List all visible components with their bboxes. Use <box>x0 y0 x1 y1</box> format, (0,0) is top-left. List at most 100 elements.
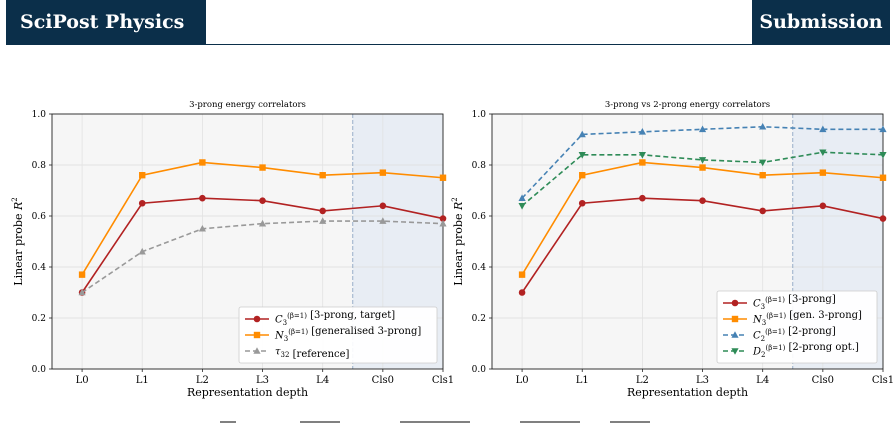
data-point <box>698 125 707 133</box>
legend-swatch-marker <box>253 331 261 339</box>
x-tick-label: L3 <box>256 375 269 386</box>
data-point <box>699 197 706 204</box>
x-tick-label: L4 <box>756 375 769 386</box>
legend: C3(β=1) [3-prong]N3(β=1) [gen. 3-prong]C… <box>716 290 878 364</box>
data-point <box>518 203 526 210</box>
journal-banner: SciPost Physics <box>6 0 206 44</box>
y-tick-label: 1.0 <box>472 110 487 120</box>
data-point <box>78 271 86 278</box>
data-point <box>578 130 586 138</box>
data-point <box>698 157 707 164</box>
caption-cutoff <box>0 414 896 430</box>
data-point <box>518 194 526 201</box>
data-point <box>759 207 766 215</box>
x-axis-label: Representation depth <box>627 386 748 399</box>
x-tick-label: L2 <box>636 375 649 386</box>
y-tick-label: 0.6 <box>472 212 487 222</box>
figure: 0.0 0.2 0.4 0.6 0.8 1.0 L0 L1 L2 L3 L4 Cls0 Cls1 3-pr… <box>11 100 894 399</box>
data-point <box>638 152 646 159</box>
x-tick-label: L0 <box>516 375 529 386</box>
y-tick-label: 0.8 <box>472 161 487 171</box>
x-tick-label: L1 <box>136 375 149 386</box>
y-tick-label: 0.4 <box>32 263 47 273</box>
y-axis-label: Linear probe R2 <box>451 197 465 285</box>
legend-label: τ32 [reference] <box>275 347 350 361</box>
chart-title: 3-prong energy correlators <box>189 100 306 110</box>
data-point <box>879 174 887 181</box>
data-point <box>379 217 387 224</box>
y-tick-label: 0.4 <box>472 263 487 273</box>
data-point <box>638 128 646 135</box>
header-rule <box>6 44 890 45</box>
legend-swatch-marker <box>731 331 739 338</box>
journal-name: SciPost Physics <box>20 11 185 33</box>
y-tick-label: 1.0 <box>32 110 47 120</box>
data-point <box>819 149 827 157</box>
y-axis-label: Linear probe R2 <box>11 197 25 285</box>
legend-label: N3(β=1) [gen. 3-prong] <box>752 310 862 327</box>
chart-panel-1: 0.0 0.2 0.4 0.6 0.8 1.0 L0 L1 L2 L3 L4 Cls0 Cls1 3-pr… <box>11 100 454 399</box>
data-point <box>879 152 887 159</box>
legend-box <box>238 306 438 364</box>
legend-label: C2(β=1) [2-prong] <box>753 326 836 343</box>
data-point <box>439 219 447 227</box>
submission-banner: Submission <box>752 0 890 44</box>
data-point <box>379 202 387 210</box>
data-point <box>199 194 206 202</box>
series-2 <box>518 159 887 278</box>
data-point <box>819 169 827 176</box>
data-point <box>819 125 827 133</box>
data-point <box>78 288 86 296</box>
plot-frame <box>491 113 884 370</box>
legend-label: D2(β=1) [2-prong opt.] <box>752 342 859 359</box>
data-point <box>319 172 326 179</box>
data-point <box>198 224 206 232</box>
x-tick-label: Cls0 <box>812 375 834 386</box>
data-point <box>699 164 706 171</box>
data-point <box>578 152 586 159</box>
legend-label: C3(β=1) [3-prong] <box>753 294 836 311</box>
x-tick-label: L2 <box>196 375 209 386</box>
data-point <box>639 194 646 202</box>
data-point <box>879 125 887 133</box>
data-point <box>199 159 206 166</box>
x-tick-label: L3 <box>696 375 709 386</box>
data-point <box>819 202 827 210</box>
chart-panel-2: 0.0 0.2 0.4 0.6 0.8 1.0 L0 L1 L2 L3 L4 Cls0 Cls1 3-pr… <box>451 100 894 399</box>
legend-swatch-marker <box>731 299 739 307</box>
data-point <box>759 122 767 130</box>
x-tick-label: Cls0 <box>372 375 394 386</box>
data-point <box>138 247 146 255</box>
y-tick-label: 0.0 <box>472 365 487 375</box>
y-tick-label: 0.2 <box>32 314 46 324</box>
data-point <box>579 172 586 179</box>
data-point <box>319 217 327 224</box>
y-tick-label: 0.0 <box>32 365 47 375</box>
legend-swatch-marker <box>253 347 261 354</box>
x-tick-label: L1 <box>576 375 589 386</box>
x-tick-label: Cls1 <box>872 375 894 386</box>
y-tick-label: 0.2 <box>472 314 486 324</box>
x-tick-label: Cls1 <box>432 375 454 386</box>
series-1 <box>518 194 887 296</box>
data-point <box>759 172 766 179</box>
legend: C3(β=1) [3-prong, target]N3(β=1) [genera… <box>238 306 438 364</box>
series-3 <box>78 217 447 296</box>
series-2 <box>78 159 447 278</box>
data-point <box>138 199 146 207</box>
legend-swatch-marker <box>731 315 739 323</box>
series-4 <box>518 149 887 210</box>
data-point <box>259 164 266 171</box>
x-tick-label: L4 <box>316 375 329 386</box>
series-3 <box>518 122 887 201</box>
data-point <box>759 159 767 167</box>
data-point <box>379 169 387 176</box>
x-tick-label: L0 <box>76 375 89 386</box>
data-point <box>439 174 447 181</box>
legend-box <box>716 290 878 364</box>
legend-label: C3(β=1) [3-prong, target] <box>275 310 395 327</box>
data-point <box>639 159 646 166</box>
data-point <box>578 199 586 207</box>
chart-title: 3-prong vs 2-prong energy correlators <box>605 100 770 110</box>
legend-label: N3(β=1) [generalised 3-prong] <box>274 326 421 343</box>
